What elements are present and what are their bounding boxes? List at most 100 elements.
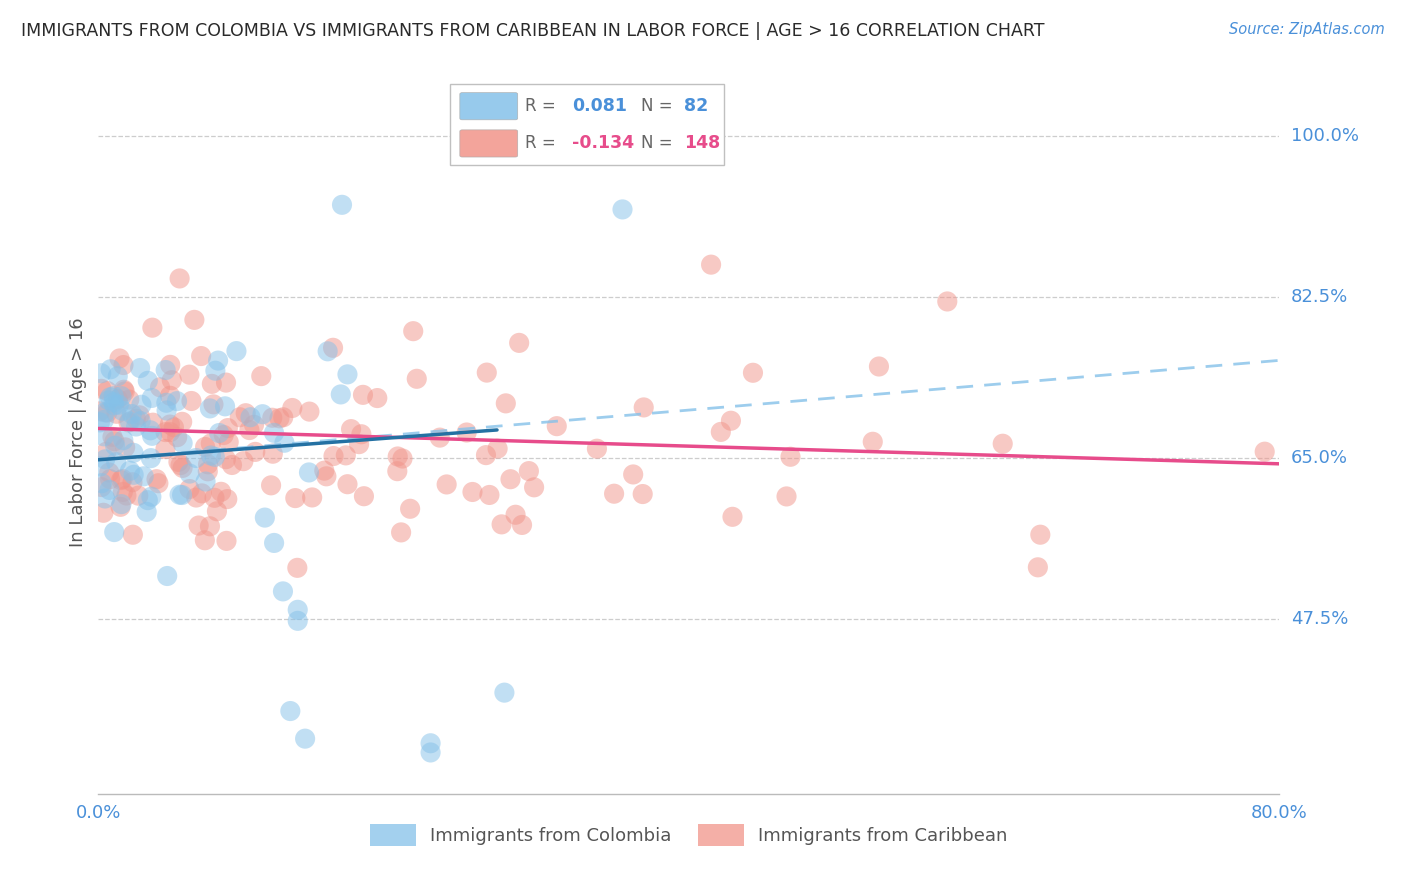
Point — [775, 490, 797, 504]
Point — [111, 472, 134, 486]
Text: R =: R = — [524, 135, 555, 153]
Point — [862, 434, 884, 449]
Point — [218, 435, 240, 450]
Point — [172, 436, 194, 450]
Point — [419, 746, 441, 760]
Point — [991, 436, 1014, 450]
Point — [103, 398, 125, 412]
Point — [239, 410, 262, 425]
Point — [322, 449, 344, 463]
Point — [546, 419, 568, 434]
Point — [336, 477, 359, 491]
Point — [475, 448, 498, 462]
Text: IMMIGRANTS FROM COLOMBIA VS IMMIGRANTS FROM CARIBBEAN IN LABOR FORCE | AGE > 16 : IMMIGRANTS FROM COLOMBIA VS IMMIGRANTS F… — [21, 22, 1045, 40]
Point — [121, 475, 143, 490]
Point — [179, 467, 201, 481]
Point — [155, 442, 177, 456]
Point — [478, 488, 501, 502]
Point — [94, 491, 117, 506]
Point — [194, 475, 217, 489]
Point — [159, 389, 181, 403]
Point — [90, 476, 112, 491]
Point — [128, 409, 150, 423]
Point — [340, 422, 363, 436]
Text: 148: 148 — [685, 135, 720, 153]
Point — [169, 458, 191, 472]
Point — [90, 366, 112, 380]
Point — [129, 361, 152, 376]
Point — [494, 685, 516, 699]
Point — [141, 391, 163, 405]
Point — [243, 417, 266, 432]
Point — [194, 440, 217, 454]
Point — [118, 392, 141, 407]
Point — [100, 362, 122, 376]
Point — [269, 411, 291, 425]
Point — [103, 524, 125, 539]
Point — [98, 483, 121, 497]
Point — [169, 488, 191, 502]
Point — [179, 482, 201, 496]
Point — [232, 454, 254, 468]
Point — [287, 614, 309, 628]
Point — [215, 376, 238, 390]
Point — [271, 584, 294, 599]
Point — [166, 394, 188, 409]
Point — [149, 380, 172, 394]
Point — [169, 271, 191, 285]
Point — [314, 464, 336, 478]
Point — [710, 425, 733, 439]
Point — [523, 480, 546, 494]
Point — [159, 417, 181, 432]
Point — [868, 359, 890, 374]
Point — [163, 420, 186, 434]
Point — [111, 404, 134, 418]
Point — [298, 466, 321, 480]
Point — [155, 403, 177, 417]
Point — [107, 369, 129, 384]
Text: R =: R = — [524, 97, 555, 115]
Point — [110, 389, 132, 403]
Point — [122, 446, 145, 460]
Point — [191, 486, 214, 500]
Point — [198, 401, 221, 416]
Point — [129, 414, 152, 428]
Text: 82.5%: 82.5% — [1291, 288, 1348, 306]
Point — [347, 437, 370, 451]
Text: 100.0%: 100.0% — [1291, 127, 1358, 145]
Point — [98, 390, 121, 404]
Point — [322, 341, 344, 355]
Point — [202, 397, 225, 411]
Point — [96, 384, 118, 398]
FancyBboxPatch shape — [460, 93, 517, 120]
Point — [508, 335, 530, 350]
Point — [221, 458, 243, 472]
Point — [330, 198, 353, 212]
Point — [132, 469, 155, 483]
Point — [207, 353, 229, 368]
Point — [183, 313, 205, 327]
Point — [96, 444, 118, 458]
Point — [184, 450, 207, 465]
Point — [402, 324, 425, 338]
Point — [1254, 444, 1277, 458]
Point — [209, 484, 232, 499]
Point — [197, 464, 219, 478]
Point — [127, 489, 149, 503]
Point — [262, 410, 284, 425]
Point — [204, 364, 226, 378]
Point — [205, 504, 228, 518]
Text: N =: N = — [641, 135, 672, 153]
Point — [118, 414, 141, 428]
Point — [122, 527, 145, 541]
Point — [97, 393, 120, 408]
Point — [186, 491, 208, 505]
Point — [148, 476, 170, 491]
Point — [287, 603, 309, 617]
Point — [245, 445, 267, 459]
Point — [238, 423, 260, 437]
Point — [94, 452, 117, 467]
Point — [155, 396, 177, 410]
Point — [301, 491, 323, 505]
Point — [139, 451, 162, 466]
